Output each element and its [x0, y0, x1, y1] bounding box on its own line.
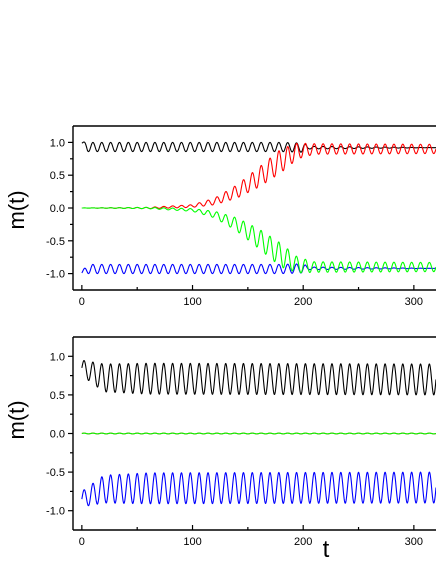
bottom-y-tick-label: -1.0 — [46, 506, 65, 518]
bottom-series-3-line — [81, 432, 436, 435]
bottom-y-tick-label: -0.5 — [46, 467, 65, 479]
bottom-x-tick-label: 300 — [405, 536, 423, 548]
top-x-tick-label: 0 — [79, 296, 85, 308]
top-x-tick-label: 100 — [183, 296, 201, 308]
bottom-plot: 0 100 200 300 1.0 0.5 0.0 -0.5 -1.0 — [46, 336, 436, 548]
bottom-series-1-line — [81, 471, 436, 507]
top-y-tick-label: 0.0 — [50, 203, 65, 215]
bottom-panel: m(t) 0 100 200 300 1.0 0.5 0.0 -0.5 -1.0 t — [4, 336, 436, 563]
top-plot: 0 100 200 300 1.0 0.5 0.0 -0.5 -1.0 — [46, 125, 436, 308]
top-panel: m(t) 0 100 200 300 1.0 0.5 0.0 -0.5 -1.0 — [4, 125, 436, 308]
bottom-series — [81, 360, 436, 507]
top-y-tick-label: 0.5 — [50, 170, 65, 182]
top-series-3-line — [81, 206, 436, 274]
bottom-x-tick-label: 200 — [294, 536, 312, 548]
top-series-1-line — [81, 263, 436, 275]
top-series — [81, 141, 436, 275]
bottom-ylabel: m(t) — [4, 400, 29, 439]
bottom-y-tick-label: 1.0 — [50, 351, 65, 363]
bottom-y-tick-label: 0.0 — [50, 429, 65, 441]
top-x-tick-label: 200 — [294, 296, 312, 308]
top-ylabel: m(t) — [4, 190, 29, 229]
top-ticks: 0 100 200 300 1.0 0.5 0.0 -0.5 -1.0 — [46, 137, 423, 308]
bottom-y-tick-label: 0.5 — [50, 390, 65, 402]
top-series-0-line — [81, 141, 436, 153]
bottom-xlabel: t — [323, 536, 330, 563]
bottom-x-tick-label: 100 — [183, 536, 201, 548]
bottom-x-tick-label: 0 — [79, 536, 85, 548]
top-y-tick-label: -0.5 — [46, 236, 65, 248]
bottom-ticks: 0 100 200 300 1.0 0.5 0.0 -0.5 -1.0 — [46, 351, 423, 548]
top-y-tick-label: -1.0 — [46, 269, 65, 281]
bottom-series-0-line — [81, 360, 436, 396]
top-series-2-line — [81, 142, 436, 210]
top-x-tick-label: 300 — [405, 296, 423, 308]
top-y-tick-label: 1.0 — [50, 137, 65, 149]
